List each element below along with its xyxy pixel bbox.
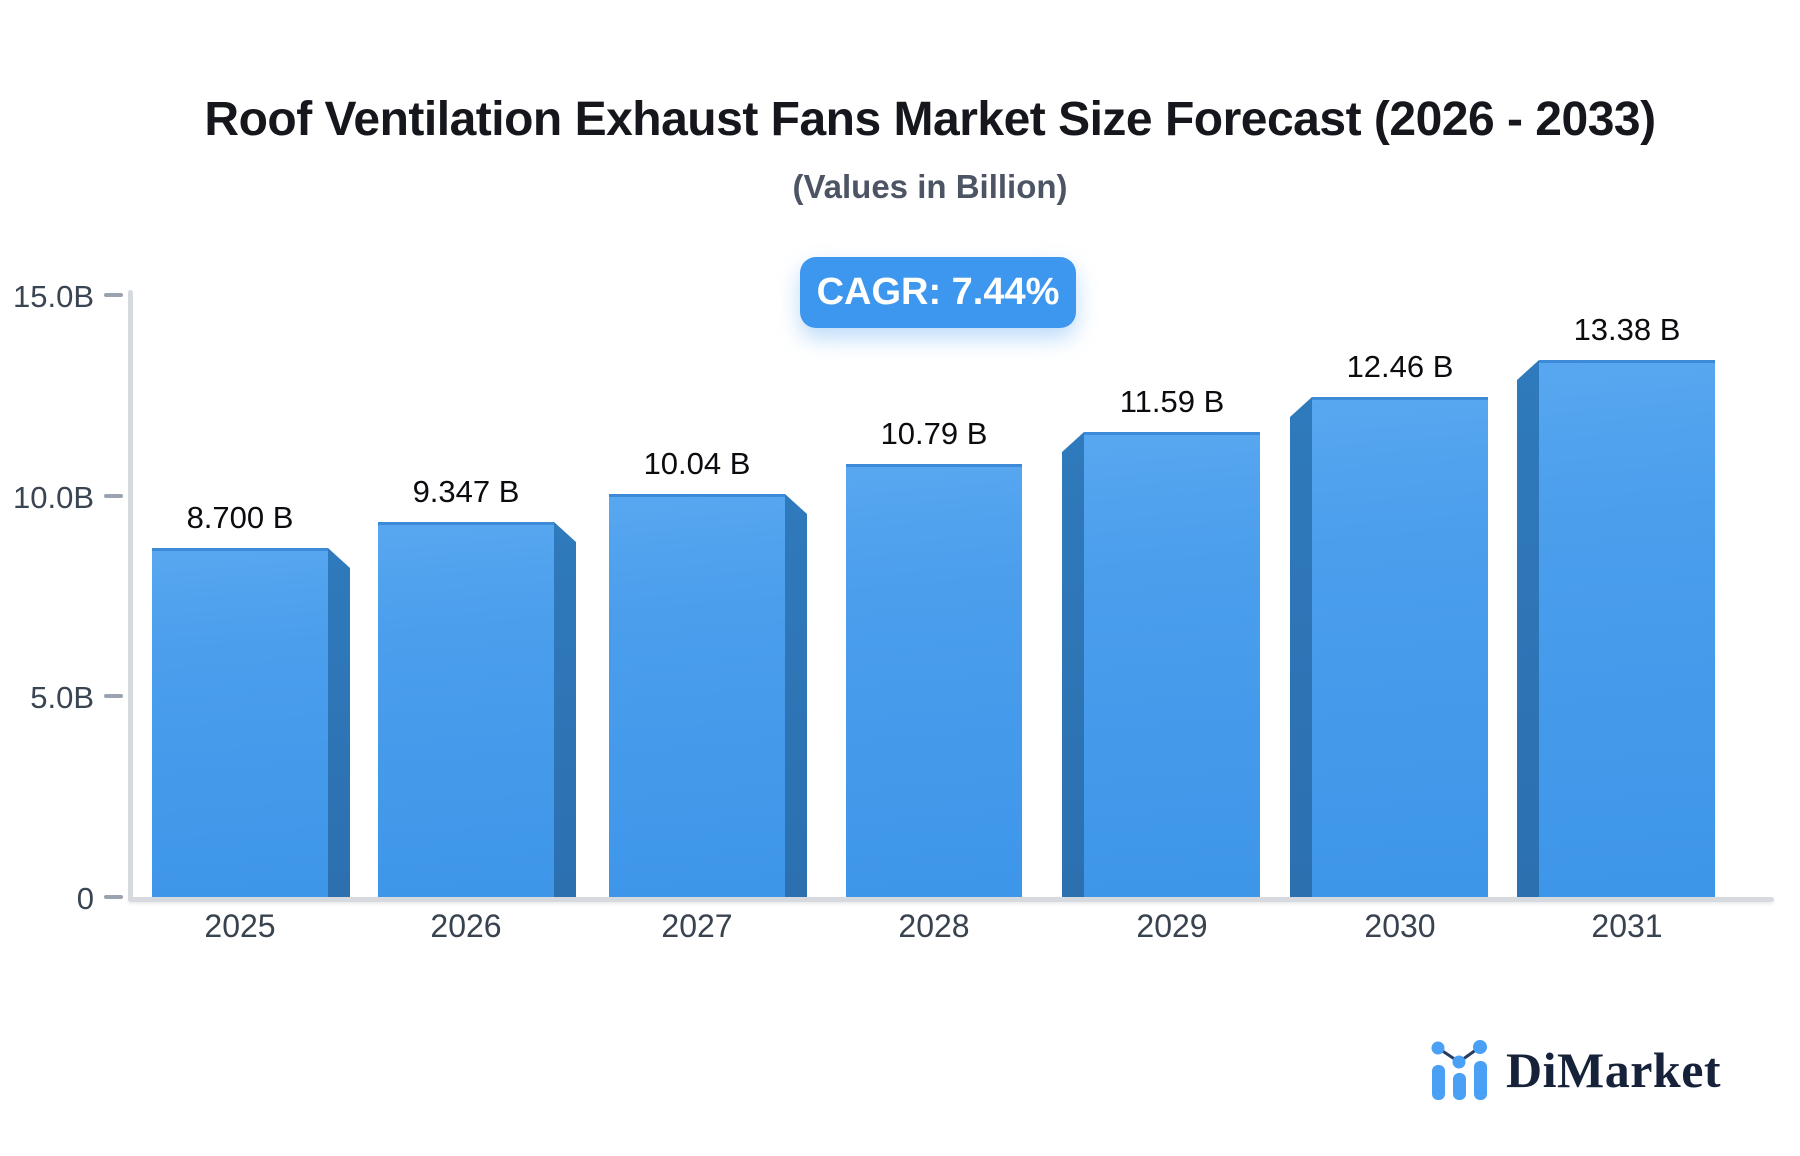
bar-front-face: [609, 494, 785, 897]
x-tick-label: 2026: [430, 908, 502, 944]
bar-front-face: [1084, 432, 1260, 897]
bar-value-label: 11.59 B: [1119, 384, 1225, 419]
bar-side-face: [1290, 397, 1312, 897]
bar-front-face: [1539, 360, 1715, 897]
y-tick-mark: [104, 494, 123, 498]
x-tick-label: 2027: [661, 908, 733, 944]
bar-value-label: 9.347 B: [412, 474, 520, 509]
y-tick-mark: [104, 895, 123, 899]
y-tick-label: 15.0B: [12, 279, 94, 314]
brand-name: DiMarket: [1506, 1042, 1722, 1098]
x-tick-label: 2029: [1136, 908, 1208, 944]
bar-side-face: [1517, 360, 1539, 897]
bar-side-face: [328, 548, 350, 897]
cagr-badge-label: CAGR: 7.44%: [816, 271, 1060, 313]
x-axis-line: [128, 897, 1774, 902]
bar-side-face: [554, 522, 576, 897]
x-tick-label: 2031: [1591, 908, 1663, 944]
bar-side-face: [785, 494, 807, 897]
y-axis-line: [128, 290, 133, 901]
y-tick-mark: [104, 694, 123, 698]
bar-value-label: 8.700 B: [186, 500, 294, 535]
y-tick-label: 0: [76, 881, 94, 916]
brand-logo: DiMarket: [1428, 1038, 1721, 1102]
bar-value-label: 12.46 B: [1346, 349, 1454, 384]
bar-chart-icon: [1431, 1040, 1487, 1100]
chart-title: Roof Ventilation Exhaust Fans Market Siz…: [204, 93, 1656, 146]
bar-front-face: [378, 522, 554, 897]
y-tick-label: 5.0B: [30, 680, 94, 715]
chart-subtitle: (Values in Billion): [792, 168, 1068, 205]
cagr-badge: CAGR: 7.44%: [800, 257, 1076, 328]
bar-side-face: [1062, 432, 1084, 897]
bar-value-label: 10.04 B: [643, 446, 751, 481]
y-tick-mark: [104, 293, 123, 297]
y-tick-label: 10.0B: [12, 480, 94, 515]
bar-value-label: 13.38 B: [1573, 312, 1681, 347]
x-tick-label: 2025: [204, 908, 276, 944]
bar-value-label: 10.79 B: [880, 416, 988, 451]
bar-front-face: [846, 464, 1022, 897]
bar-front-face: [1312, 397, 1488, 897]
x-tick-label: 2030: [1364, 908, 1436, 944]
bar-front-face: [152, 548, 328, 897]
x-tick-label: 2028: [898, 908, 970, 944]
